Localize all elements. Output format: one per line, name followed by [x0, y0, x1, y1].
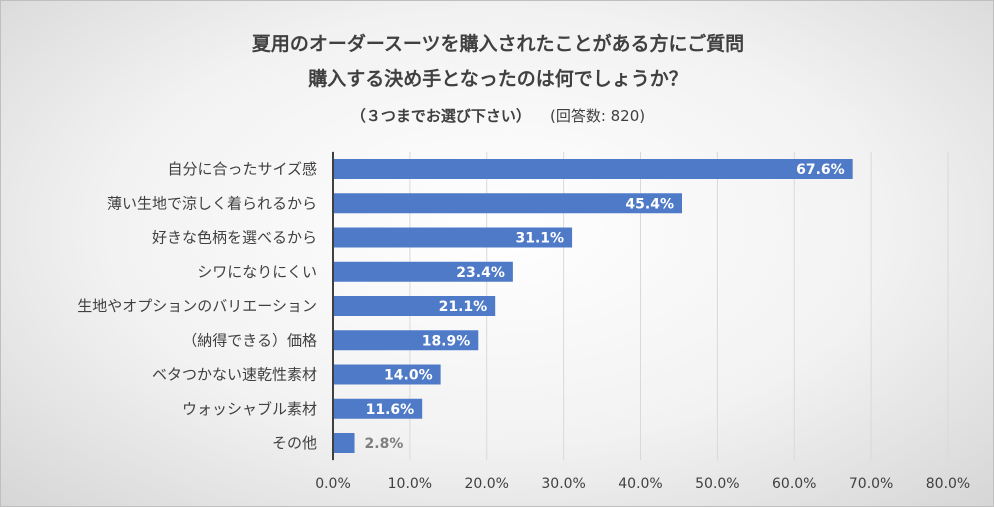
bar-value-label: 21.1% — [439, 299, 488, 315]
bar — [333, 364, 441, 385]
bar-value-label: 23.4% — [456, 265, 505, 281]
bar-value-label: 2.8% — [365, 436, 404, 452]
x-tick-label: 20.0% — [465, 476, 509, 492]
chart-response-count: (回答数: 820) — [550, 107, 645, 125]
bar-value-label: 67.6% — [796, 162, 845, 178]
x-tick-label: 60.0% — [772, 476, 816, 492]
category-label: 生地やオプションのバリエーション — [77, 297, 317, 315]
bar-value-label: 18.9% — [422, 333, 471, 349]
chart-title-line-2: 購入する決め手となったのは何でしょうか？ — [308, 67, 687, 90]
x-tick-label: 30.0% — [541, 476, 585, 492]
category-label: ウォッシャブル素材 — [182, 400, 317, 418]
bar — [333, 159, 853, 179]
x-tick-label: 80.0% — [926, 476, 970, 492]
category-label: 自分に合ったサイズ感 — [167, 160, 317, 178]
bar — [333, 398, 423, 419]
bar-value-label: 31.1% — [516, 231, 565, 247]
bar — [333, 261, 513, 282]
bar — [333, 227, 573, 248]
bars: 67.6% 45.4% 31.1% 23.4% 21.1% 18.9% 14.0% 11.6%… — [333, 159, 853, 453]
bar — [333, 193, 683, 214]
bar — [333, 296, 496, 316]
category-label: 好きな色柄を選べるから — [152, 229, 317, 247]
chart-subtitle: （３つまでお選び下さい） (回答数: 820) — [351, 106, 645, 125]
category-label: ベタつかない速乾性素材 — [152, 366, 317, 384]
x-tick-labels: 0.0% 10.0% 20.0% 30.0% 40.0% 50.0% 60.0% 70.0% 8… — [315, 476, 970, 492]
x-tick-label: 50.0% — [695, 476, 739, 492]
chart-subtitle-text: （３つまでお選び下さい） — [351, 107, 531, 125]
bar-value-label: 11.6% — [366, 402, 415, 418]
category-label: その他 — [272, 434, 317, 452]
category-label: シワになりにくい — [197, 263, 317, 281]
x-tick-label: 10.0% — [388, 476, 432, 492]
bar-value-label: 45.4% — [625, 196, 674, 212]
x-tick-label: 40.0% — [618, 476, 662, 492]
bar — [333, 433, 355, 453]
category-label: 薄い生地で涼しく着られるから — [107, 194, 317, 212]
category-labels: 自分に合ったサイズ感薄い生地で涼しく着られるから好きな色柄を選べるからシワになり… — [77, 160, 317, 452]
bar — [333, 330, 479, 351]
category-label: （納得できる）価格 — [182, 331, 317, 349]
bar-value-label: 14.0% — [384, 368, 433, 384]
chart-title-line-1: 夏用のオーダースーツを購入されたことがある方にご質問 — [252, 32, 744, 55]
x-tick-label: 70.0% — [849, 476, 893, 492]
x-tick-label: 0.0% — [315, 476, 351, 492]
